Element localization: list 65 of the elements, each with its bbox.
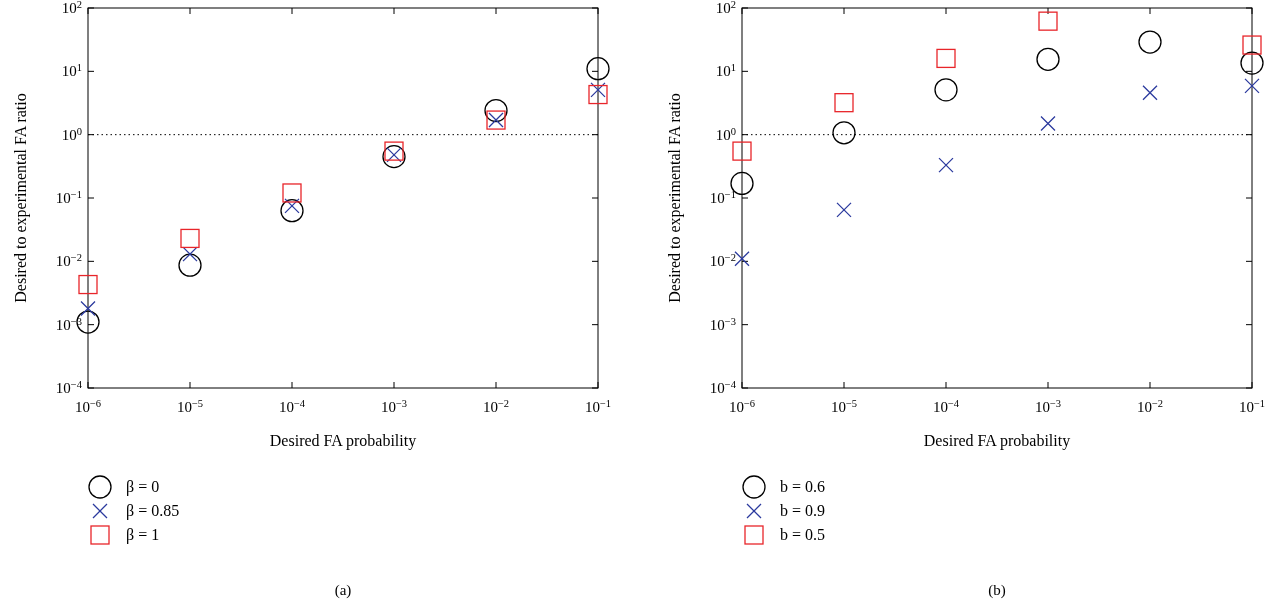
y-tick-label: 10$^{−2}$ xyxy=(55,251,82,270)
point xyxy=(1240,51,1264,75)
y-tick-label: 10$^{−1}$ xyxy=(709,188,736,206)
point xyxy=(484,98,508,123)
x-tick-label: 10$^{−2}$ xyxy=(482,397,510,415)
point xyxy=(732,141,752,161)
point xyxy=(934,78,958,102)
y-tick-label: 10$^{0}$ xyxy=(715,125,736,143)
point xyxy=(80,300,96,317)
text: (a) xyxy=(334,582,352,599)
x-tick-label: 10$^{−4}$ xyxy=(278,397,306,415)
x-tick-label: 10$^{−1}$ xyxy=(1238,397,1266,415)
point xyxy=(938,157,954,173)
legend-label: β = 1 xyxy=(126,526,160,544)
y-tick-label: 10$^{−2}$ xyxy=(709,251,736,270)
y-axis-title: Desired to experimental FA ratio xyxy=(666,93,684,303)
point xyxy=(180,228,200,249)
x-axis-title: Desired FA probability xyxy=(923,432,1071,450)
y-tick-label: 10$^{−3}$ xyxy=(709,315,736,333)
point xyxy=(832,121,856,145)
x-axis-title: Desired FA probability xyxy=(269,432,417,450)
x-tick-label: 10$^{−3}$ xyxy=(1034,397,1062,415)
point xyxy=(734,251,750,267)
point xyxy=(1038,11,1058,31)
x-tick-label: 10$^{−6}$ xyxy=(728,397,756,415)
x-tick-label: 10$^{−1}$ xyxy=(584,397,612,415)
point xyxy=(1138,30,1162,54)
y-axis-title: Desired to experimental FA ratio xyxy=(12,93,30,303)
text: (b) xyxy=(988,582,1006,599)
point xyxy=(834,93,854,113)
point xyxy=(382,144,406,169)
x-tick-label: 10$^{−6}$ xyxy=(74,397,102,415)
y-tick-label: 10$^{2}$ xyxy=(61,0,82,16)
legend-label: b = 0.5 xyxy=(780,526,826,543)
point xyxy=(280,199,304,223)
point xyxy=(586,57,610,81)
point xyxy=(936,48,956,69)
point xyxy=(384,141,404,161)
point xyxy=(1142,85,1158,101)
x-tick-label: 10$^{−3}$ xyxy=(380,397,408,415)
x-tick-label: 10$^{−5}$ xyxy=(176,397,204,415)
point xyxy=(78,274,98,295)
point xyxy=(1036,47,1060,71)
point xyxy=(1242,35,1262,55)
y-tick-label: 10$^{1}$ xyxy=(61,61,82,80)
point xyxy=(178,253,202,277)
legend-label: β = 0.85 xyxy=(126,502,180,520)
x-tick-label: 10$^{−2}$ xyxy=(1136,397,1164,415)
point xyxy=(282,183,302,203)
point xyxy=(182,246,198,262)
point xyxy=(588,84,608,105)
x-tick-label: 10$^{−5}$ xyxy=(830,397,858,415)
y-tick-label: 10$^{1}$ xyxy=(715,61,736,80)
y-tick-label: 10$^{2}$ xyxy=(715,0,736,16)
point xyxy=(1244,78,1260,94)
legend-label: β = 0 xyxy=(126,478,160,496)
point xyxy=(1040,115,1056,132)
legend-label: b = 0.6 xyxy=(780,478,826,495)
y-tick-label: 10$^{−4}$ xyxy=(709,378,737,396)
y-tick-label: 10$^{−4}$ xyxy=(55,378,83,396)
point xyxy=(836,202,852,218)
y-tick-label: 10$^{−1}$ xyxy=(55,188,82,206)
y-tick-label: 10$^{0}$ xyxy=(61,125,82,143)
legend-label: b = 0.9 xyxy=(780,502,826,519)
x-tick-label: 10$^{−4}$ xyxy=(932,397,960,415)
